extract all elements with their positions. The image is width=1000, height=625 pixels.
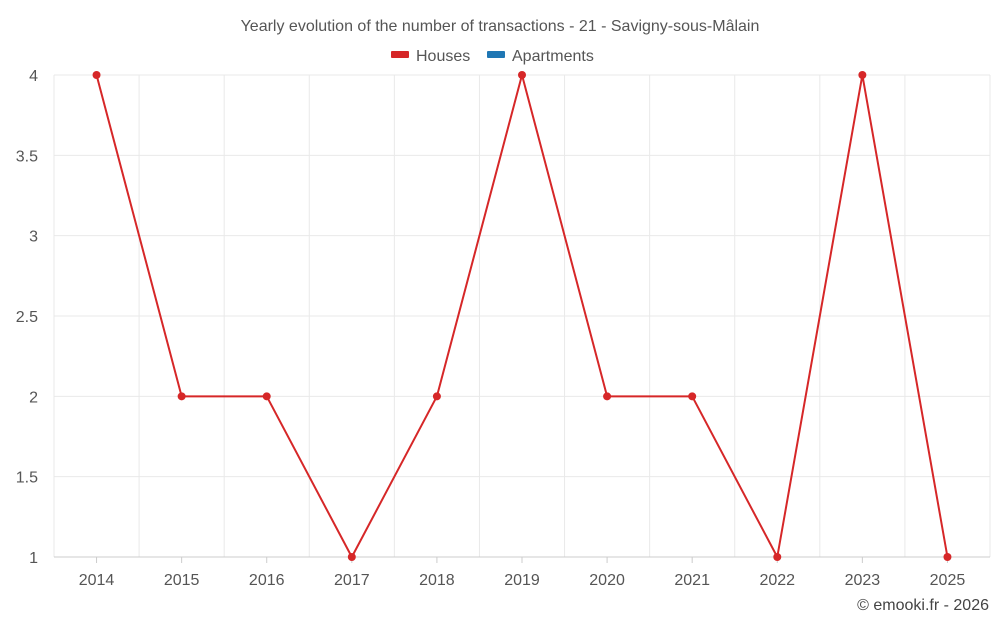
x-tick-label: 2018: [419, 572, 455, 589]
y-tick-label: 1.5: [16, 470, 38, 487]
x-tick-label: 2020: [589, 572, 625, 589]
y-tick-label: 3: [29, 229, 38, 246]
x-tick-label: 2019: [504, 572, 540, 589]
y-tick-label: 4: [29, 68, 38, 85]
x-tick-label: 2022: [759, 572, 795, 589]
legend: Houses Apartments: [391, 48, 594, 65]
data-point-houses[interactable]: [518, 71, 526, 79]
legend-swatch-apartments: [487, 51, 505, 58]
legend-label-houses: Houses: [416, 48, 470, 65]
data-point-houses[interactable]: [92, 71, 101, 79]
data-point-houses[interactable]: [262, 392, 271, 401]
data-point-houses[interactable]: [688, 392, 697, 401]
data-point-houses[interactable]: [603, 392, 612, 401]
x-tick-label: 2015: [164, 572, 200, 589]
x-tick-label: 2016: [249, 572, 285, 589]
legend-label-apartments: Apartments: [512, 48, 594, 65]
y-tick-label: 3.5: [16, 148, 38, 165]
series-houses: [92, 71, 952, 561]
data-point-houses[interactable]: [773, 553, 782, 561]
credit-text: © emooki.fr - 2026: [857, 597, 989, 614]
x-tick-label: 2017: [334, 572, 370, 589]
legend-swatch-houses: [391, 51, 409, 58]
chart-title: Yearly evolution of the number of transa…: [241, 18, 760, 35]
data-point-houses[interactable]: [177, 392, 186, 401]
y-tick-label: 2.5: [16, 309, 38, 326]
y-axis-ticks: 1 1.5 2 2.5 3 3.5 4: [16, 68, 38, 567]
y-tick-label: 2: [29, 389, 38, 406]
x-tick-label: 2021: [674, 572, 710, 589]
x-tick-label: 2014: [79, 572, 115, 589]
x-axis-ticks: 2014 2015 2016 2017 2018 2019 2020 2021 2022 2023…: [79, 557, 966, 589]
legend-item-houses[interactable]: Houses: [391, 48, 470, 65]
data-point-houses[interactable]: [943, 553, 952, 561]
data-point-houses[interactable]: [347, 553, 356, 561]
y-tick-label: 1: [29, 550, 38, 567]
x-tick-label: 2025: [930, 572, 966, 589]
x-tick-label: 2023: [845, 572, 881, 589]
data-point-houses[interactable]: [858, 71, 867, 79]
data-point-houses[interactable]: [432, 392, 441, 401]
legend-item-apartments[interactable]: Apartments: [487, 48, 594, 65]
